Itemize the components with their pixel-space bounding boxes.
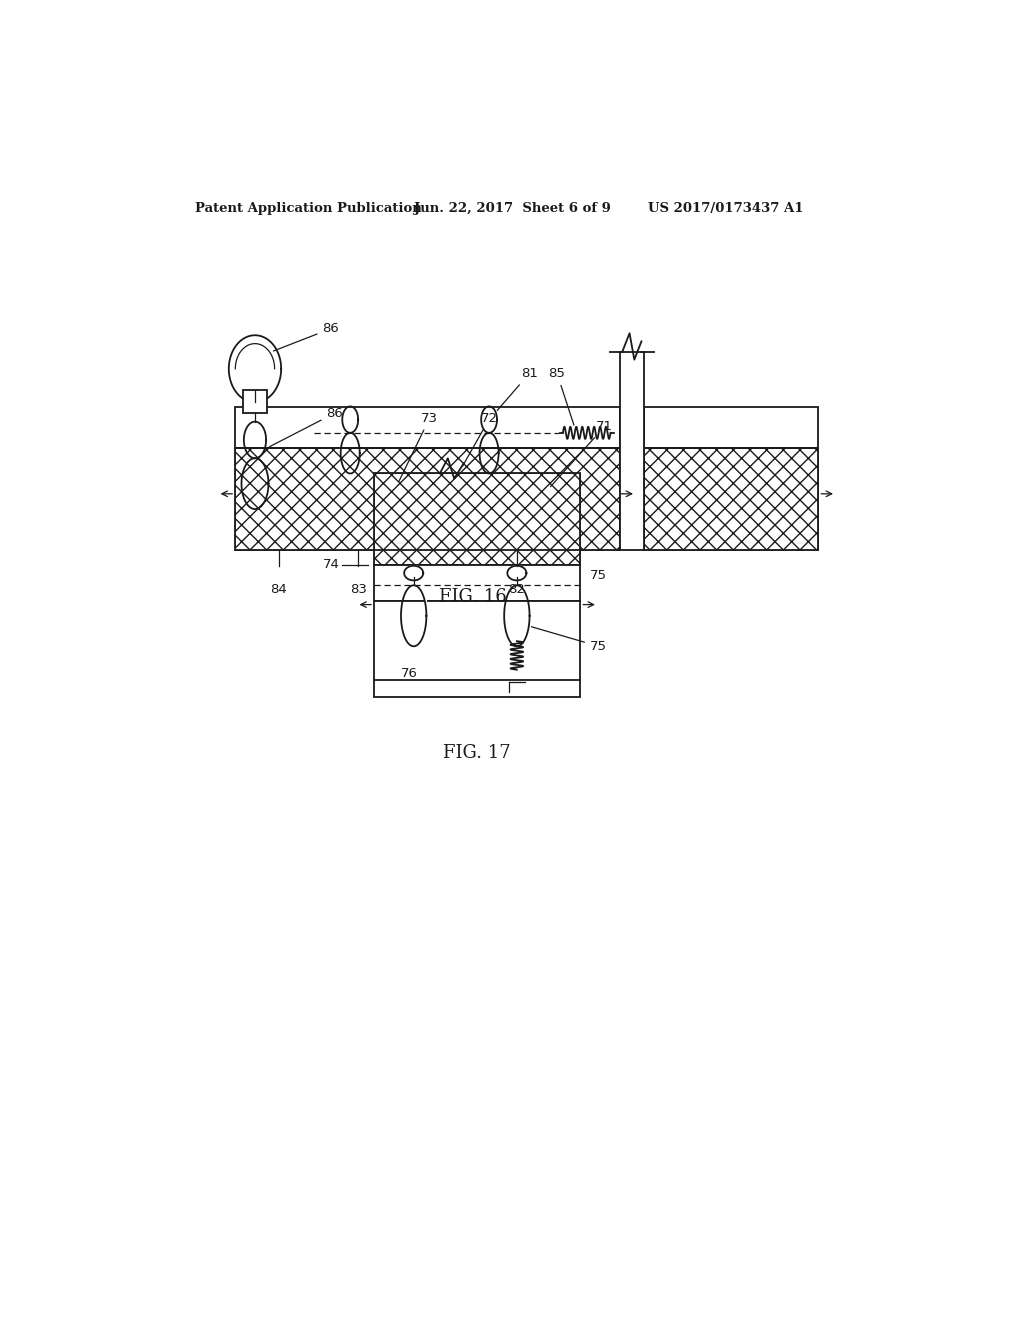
Bar bbox=[243, 391, 267, 412]
Text: 82: 82 bbox=[509, 583, 525, 597]
Text: 73: 73 bbox=[399, 412, 438, 482]
Text: US 2017/0173437 A1: US 2017/0173437 A1 bbox=[648, 202, 803, 215]
Bar bbox=[374, 474, 581, 565]
Text: 76: 76 bbox=[401, 667, 418, 680]
Bar bbox=[644, 408, 818, 447]
Polygon shape bbox=[228, 335, 282, 403]
Text: 75: 75 bbox=[531, 627, 607, 653]
Bar bbox=[644, 447, 818, 549]
Bar bbox=[374, 474, 581, 565]
Text: 85: 85 bbox=[549, 367, 573, 425]
Bar bbox=[236, 408, 621, 447]
Bar bbox=[644, 447, 818, 549]
Bar bbox=[374, 565, 581, 601]
Polygon shape bbox=[401, 598, 426, 628]
Bar bbox=[374, 601, 581, 697]
Text: Jun. 22, 2017  Sheet 6 of 9: Jun. 22, 2017 Sheet 6 of 9 bbox=[414, 202, 610, 215]
Text: 75: 75 bbox=[590, 569, 607, 582]
Polygon shape bbox=[404, 566, 423, 581]
Bar bbox=[374, 474, 581, 565]
Text: 83: 83 bbox=[350, 583, 367, 597]
Text: 86: 86 bbox=[273, 322, 339, 351]
Text: 84: 84 bbox=[270, 583, 287, 597]
Bar bbox=[644, 447, 818, 549]
Text: FIG. 17: FIG. 17 bbox=[443, 744, 511, 762]
Bar bbox=[236, 447, 621, 549]
Bar bbox=[236, 447, 621, 549]
Bar bbox=[236, 447, 621, 549]
Polygon shape bbox=[507, 566, 526, 581]
Text: 72: 72 bbox=[463, 412, 498, 466]
Text: 86: 86 bbox=[269, 407, 343, 446]
Bar bbox=[620, 351, 644, 549]
Text: 74: 74 bbox=[323, 558, 340, 572]
Text: 81: 81 bbox=[498, 367, 538, 411]
Text: 71: 71 bbox=[551, 420, 613, 487]
Text: Patent Application Publication: Patent Application Publication bbox=[196, 202, 422, 215]
Text: FIG. 16: FIG. 16 bbox=[439, 589, 507, 606]
